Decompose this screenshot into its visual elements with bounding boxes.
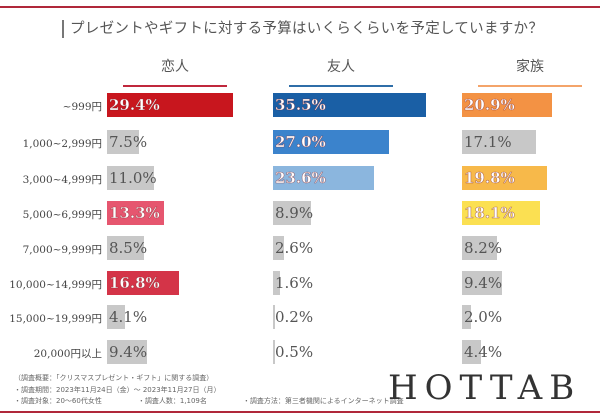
data-label: 9.4% [464,274,503,292]
bar [107,201,165,225]
survey-method: ・調査方法：第三者機関によるインターネット調査 [242,397,404,405]
bar [107,271,180,295]
hottab-logo: HOTTAB [388,368,582,408]
bar [462,340,481,364]
bar [462,305,471,329]
panel-header: 友人 [289,56,393,87]
bar [273,166,375,190]
data-label: 29.4% [109,96,160,115]
panel-header: 恋人 [123,56,227,87]
data-label: 9.4% [109,343,148,361]
bar [107,166,155,190]
survey-notes: （調査概要：「クリスマスプレゼント・ギフト」に関する調査） ・調査期間：2023… [14,373,404,408]
panel-header: 家族 [478,56,582,87]
panel-underline [123,85,227,87]
data-label: 18.1% [464,204,515,223]
chart-title: プレゼントやギフトに対する予算はいくらくらいを予定していますか？ [62,20,543,38]
data-label: 35.5% [275,96,326,115]
data-label: 8.9% [275,204,314,222]
bar [107,305,125,329]
row-label: 3,000~4,999円 [22,174,102,186]
bar [107,236,144,260]
data-label: 8.2% [464,239,503,257]
data-label: 8.5% [109,239,148,257]
panel-underline [289,85,393,87]
row-label: 10,000~14,999円 [9,279,102,291]
bar [462,236,498,260]
data-label: 4.4% [464,343,503,361]
data-label: 17.1% [464,133,512,151]
panel-title: 友人 [327,59,355,75]
bar [107,340,148,364]
row-label: 5,000~6,999円 [22,209,102,221]
survey-target: ・調査対象：20～60代女性 [14,397,102,405]
panel-title: 恋人 [161,59,189,75]
data-label: 23.6% [275,169,326,188]
row-label: ~999円 [62,101,102,113]
row-label: 20,000円以上 [33,348,102,360]
bar [273,201,312,225]
bar [273,236,285,260]
data-label: 4.1% [109,308,148,326]
data-label: 11.0% [109,169,157,187]
bar [462,271,503,295]
bar [462,130,536,154]
data-label: 16.8% [109,274,160,293]
data-label: 1.6% [275,274,314,292]
row-label: 15,000~19,999円 [9,313,102,325]
data-label: 0.5% [275,343,314,361]
bar [462,201,540,225]
bar [273,130,390,154]
data-label: 19.8% [464,169,515,188]
data-label: 2.6% [275,239,314,257]
data-label: 2.0% [464,308,503,326]
row-label: 7,000~9,999円 [22,244,102,256]
panel-title: 家族 [516,59,544,75]
bar [273,93,426,117]
data-label: 13.3% [109,204,160,223]
bar [462,93,552,117]
survey-count: ・調査人数：1,109名 [137,397,207,405]
bar [273,271,280,295]
bar [273,305,275,329]
top-rule [0,6,600,8]
survey-summary: （調査概要：「クリスマスプレゼント・ギフト」に関する調査） [14,374,214,382]
bar [462,166,548,190]
survey-period: ・調査期間：2023年11月24日（金）～ 2023年11月27日（月） [14,385,221,394]
bar [107,130,140,154]
data-label: 0.2% [275,308,314,326]
data-label: 7.5% [109,133,148,151]
panel-underline [478,85,582,87]
bar [273,340,276,364]
row-label: 1,000~2,999円 [22,138,102,150]
data-label: 27.0% [275,133,326,152]
data-label: 20.9% [464,96,515,115]
bottom-rule [0,411,600,413]
bar [107,93,234,117]
